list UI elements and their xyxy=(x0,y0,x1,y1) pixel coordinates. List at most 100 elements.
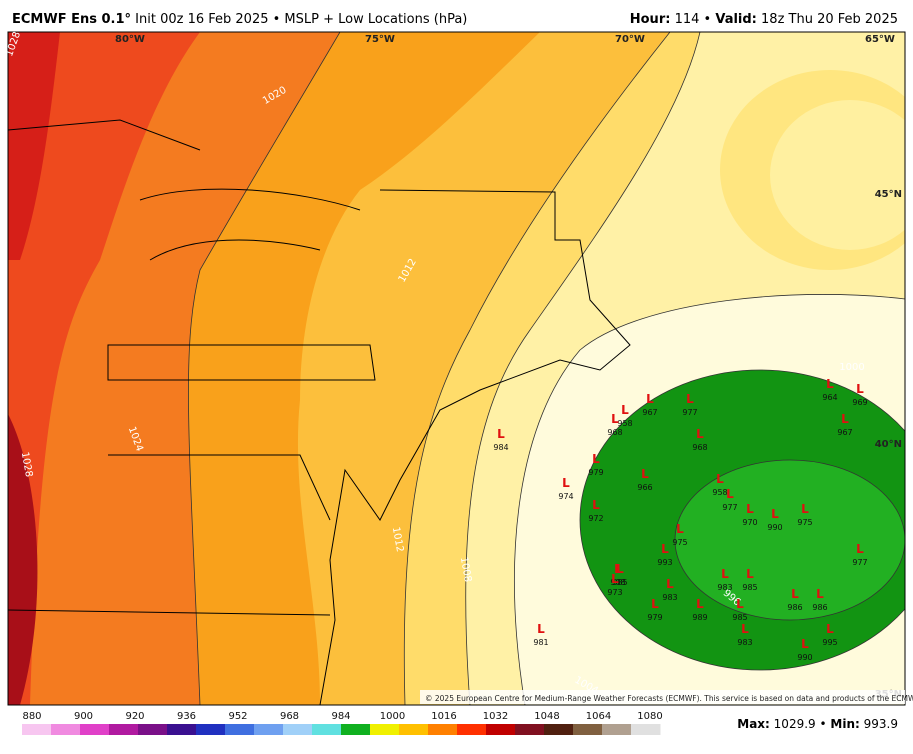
colorbar-tick: 1080 xyxy=(637,711,662,722)
max-label: Max: xyxy=(737,717,770,731)
low-value: 964 xyxy=(822,393,837,402)
low-symbol: L xyxy=(746,502,754,516)
colorbar-swatch xyxy=(196,724,226,735)
colorbar: 880 900 920 936 952 968 984 1000 1016 1032 1048 106… xyxy=(22,711,663,735)
low-symbol: L xyxy=(741,622,749,636)
contour-label: 1000 xyxy=(839,362,864,373)
title-text: Init 00z 16 Feb 2025 • MSLP + Low Locati… xyxy=(135,12,467,27)
low-symbol: L xyxy=(746,567,754,581)
low-symbol: L xyxy=(856,542,864,556)
low-value: 981 xyxy=(533,638,548,647)
low-symbol: L xyxy=(611,572,619,586)
low-value: 977 xyxy=(722,503,737,512)
low-symbol: L xyxy=(736,597,744,611)
hour-label: Hour: xyxy=(630,12,671,27)
low-value: 979 xyxy=(588,468,603,477)
low-value: 970 xyxy=(742,518,757,527)
lon-label: 80°W xyxy=(115,34,145,45)
colorbar-tick: 880 xyxy=(22,711,41,722)
contours xyxy=(188,32,905,705)
low-symbol: L xyxy=(614,562,622,576)
low-value: 977 xyxy=(682,408,697,417)
colorbar-swatch xyxy=(428,724,458,735)
low-symbol: L xyxy=(676,522,684,536)
colorbar-swatch xyxy=(399,724,429,735)
copyright-bg xyxy=(420,690,905,704)
low-value: 967 xyxy=(837,428,852,437)
colorbar-tick: 1016 xyxy=(431,711,456,722)
coastlines xyxy=(8,119,631,705)
colorbar-swatch xyxy=(80,724,110,735)
colorbar-tick: 1032 xyxy=(483,711,508,722)
low-symbol: L xyxy=(826,377,834,391)
low-value: 968 xyxy=(607,428,622,437)
colorbar-tick: 968 xyxy=(280,711,299,722)
low-symbol: L xyxy=(816,587,824,601)
low-value: 986 xyxy=(812,603,827,612)
colorbar-swatch xyxy=(167,724,197,735)
lon-label: 75°W xyxy=(365,34,395,45)
colorbar-tick: 952 xyxy=(228,711,247,722)
low-value: 958 xyxy=(712,488,727,497)
colorbar-swatch xyxy=(457,724,487,735)
low-symbol: L xyxy=(696,597,704,611)
low-value: 988 xyxy=(610,578,625,587)
low-symbol: L xyxy=(801,502,809,516)
band xyxy=(675,460,905,620)
low-value: 983 xyxy=(662,593,677,602)
low-symbol: L xyxy=(537,622,545,636)
low-value: 990 xyxy=(797,653,812,662)
band xyxy=(8,414,38,705)
map-frame xyxy=(7,31,906,706)
low-value: 958 xyxy=(617,419,632,428)
colorbar-tick: 1048 xyxy=(534,711,559,722)
colorbar-swatch xyxy=(341,724,371,735)
low-symbol: L xyxy=(791,587,799,601)
header-title: ECMWF Ens 0.1° Init 00z 16 Feb 2025 • MS… xyxy=(12,12,467,27)
low-symbol: L xyxy=(661,542,669,556)
colorbar-swatch xyxy=(544,724,574,735)
valid-label: Valid: xyxy=(715,12,757,27)
low-symbol: L xyxy=(771,507,779,521)
min-value: 993.9 xyxy=(864,717,898,731)
low-value: 985 xyxy=(612,578,627,587)
colorbar-swatch xyxy=(254,724,284,735)
model-name: ECMWF Ens 0.1° xyxy=(12,12,131,27)
colorbar-swatch xyxy=(138,724,168,735)
low-symbol: L xyxy=(611,412,619,426)
low-symbol: L xyxy=(621,403,629,417)
header-valid: Hour: 114 • Valid: 18z Thu 20 Feb 2025 xyxy=(630,12,898,27)
pressure-field xyxy=(8,32,905,705)
low-value: 968 xyxy=(692,443,707,452)
colorbar-swatch xyxy=(225,724,255,735)
low-value: 967 xyxy=(642,408,657,417)
colorbar-swatch xyxy=(22,724,52,735)
colorbar-tick: 1000 xyxy=(380,711,405,722)
low-symbol: L xyxy=(856,382,864,396)
lat-label: 45°N xyxy=(875,189,902,200)
low-value: 986 xyxy=(787,603,802,612)
low-value: 973 xyxy=(607,588,622,597)
low-value: 975 xyxy=(797,518,812,527)
colorbar-swatch xyxy=(370,724,400,735)
low-symbol: L xyxy=(726,487,734,501)
contour-label: 1012 xyxy=(390,526,405,553)
low-symbol: L xyxy=(666,577,674,591)
contour-label: 1008 xyxy=(458,556,473,583)
low-value: 985 xyxy=(732,613,747,622)
hour: 114 • xyxy=(675,12,712,27)
low-symbol: L xyxy=(646,392,654,406)
low-symbol: L xyxy=(497,427,505,441)
lon-label: 70°W xyxy=(615,34,645,45)
band xyxy=(8,32,200,705)
contour-label: 1028 xyxy=(19,451,34,478)
colorbar-swatch xyxy=(312,724,342,735)
band xyxy=(8,32,60,260)
low-symbol: L xyxy=(562,476,570,490)
low-symbol: L xyxy=(651,597,659,611)
low-value: 974 xyxy=(558,492,573,501)
min-label: Min: xyxy=(830,717,859,731)
low-value: 983 xyxy=(717,583,732,592)
low-symbol: L xyxy=(841,412,849,426)
